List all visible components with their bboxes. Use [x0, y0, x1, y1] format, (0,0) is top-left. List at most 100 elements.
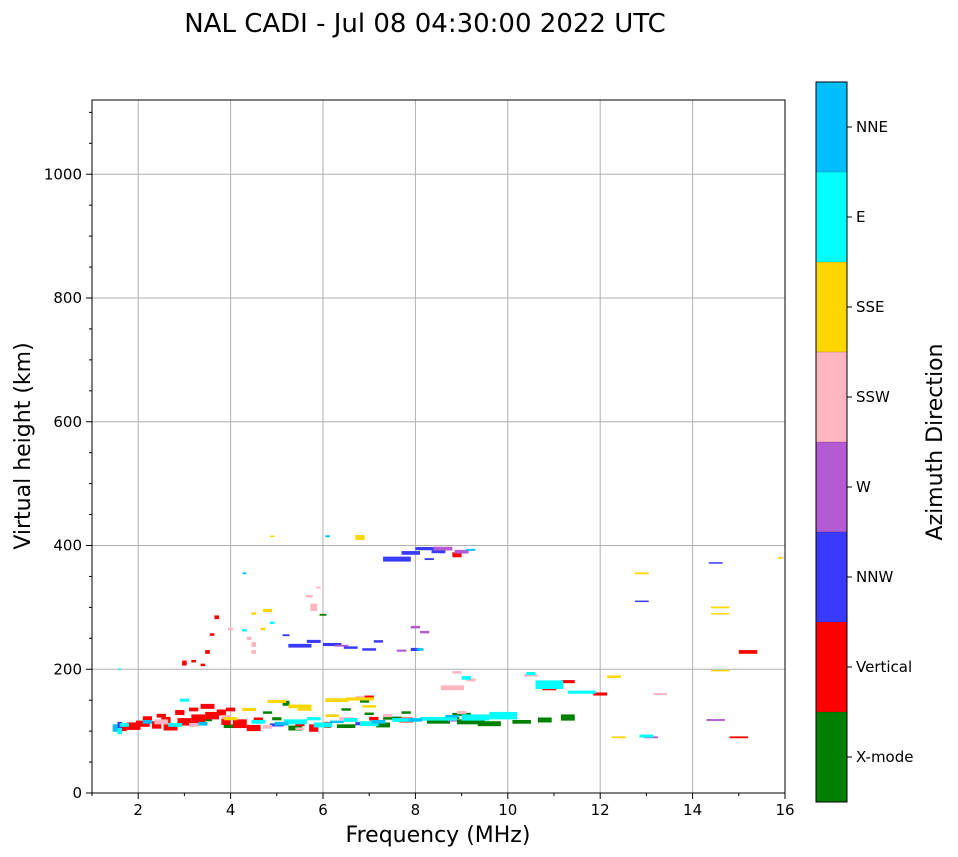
x-axis-ticks: 2 4 6 8 10 12 14 16	[91, 793, 795, 819]
echo-point	[383, 556, 411, 562]
echo-point	[362, 648, 377, 651]
echo-point	[272, 717, 282, 721]
echo-point	[221, 718, 231, 725]
echo-point	[306, 639, 321, 643]
echo-point	[359, 700, 370, 703]
echo-point	[433, 546, 453, 551]
echo-point	[205, 711, 220, 720]
echo-point	[343, 718, 358, 722]
echo-point	[456, 719, 485, 725]
echo-point	[267, 699, 287, 703]
echo-point	[200, 703, 215, 709]
echo-point	[274, 721, 289, 726]
y-tick-label: 600	[53, 413, 82, 431]
echo-point	[706, 719, 725, 721]
echo-point	[260, 627, 266, 631]
x-tick-label: 4	[226, 801, 236, 819]
echo-point	[251, 650, 257, 654]
y-axis-ticks: 0 200 400 600 800 1000	[44, 111, 92, 802]
echo-point	[295, 727, 305, 730]
echo-point	[376, 722, 390, 728]
echo-point	[228, 627, 233, 631]
echo-point	[323, 642, 342, 647]
colorbar-segment	[816, 82, 847, 172]
echo-point	[711, 606, 730, 609]
echo-point	[364, 712, 374, 716]
colorbar-tick-label: NNW	[856, 568, 893, 586]
series-vertical	[112, 552, 758, 739]
colorbar-frame	[815, 81, 848, 803]
colorbar-tick-label: NNE	[856, 118, 888, 136]
colorbar-label: Azimuth Direction	[923, 343, 948, 540]
colorbar-tick-label: W	[856, 478, 871, 496]
echo-point	[452, 712, 471, 716]
echo-point	[126, 722, 141, 730]
echo-point	[461, 714, 490, 721]
echo-point	[477, 721, 501, 727]
series-e	[117, 621, 654, 738]
echo-point	[410, 625, 421, 629]
chart-title: NAL CADI - Jul 08 04:30:00 2022 UTC	[184, 9, 666, 39]
echo-point	[355, 696, 365, 699]
series-nnw	[117, 547, 723, 729]
y-tick-label: 800	[53, 289, 82, 307]
echo-point	[118, 668, 121, 671]
echo-point	[288, 704, 312, 709]
echo-point	[634, 572, 649, 575]
colorbar-segment	[816, 262, 847, 352]
colorbar-segment	[816, 712, 847, 802]
x-tick-label: 14	[683, 801, 702, 819]
echo-point	[729, 736, 749, 739]
echo-point	[416, 648, 424, 651]
echo-point	[708, 562, 723, 564]
x-tick-label: 2	[133, 801, 143, 819]
echo-point	[401, 711, 411, 714]
echo-point	[456, 711, 467, 715]
echo-point	[282, 634, 290, 637]
echo-point	[189, 707, 199, 712]
echo-point	[154, 719, 169, 725]
colorbar-tick-label: Vertical	[856, 658, 912, 676]
plot-frame	[91, 99, 786, 794]
series-x-mode	[202, 547, 575, 731]
echo-point	[225, 707, 236, 712]
echo-point	[246, 724, 261, 732]
echo-point	[607, 675, 621, 678]
series-sse	[223, 534, 783, 739]
echo-point	[269, 535, 275, 538]
echo-point	[466, 548, 476, 551]
colorbar-segment	[816, 172, 847, 262]
echo-point	[177, 718, 192, 726]
echo-point	[329, 720, 344, 724]
echo-point	[251, 642, 257, 647]
echo-point	[205, 650, 210, 654]
echo-point	[313, 722, 333, 728]
echo-point	[489, 711, 518, 720]
echo-point	[288, 643, 312, 648]
echo-point	[179, 698, 190, 702]
echo-point	[396, 649, 407, 652]
echo-point	[334, 644, 349, 647]
y-tick-label: 200	[53, 660, 82, 678]
y-tick-label: 400	[53, 537, 82, 555]
echo-point	[119, 723, 129, 727]
echo-point	[454, 549, 469, 554]
echo-point	[452, 552, 462, 558]
echo-point	[383, 714, 393, 718]
colorbar-tick-label: SSW	[856, 388, 890, 406]
echo-point	[305, 595, 313, 598]
echo-point	[117, 728, 123, 735]
echo-point	[202, 718, 213, 722]
echo-point	[316, 586, 321, 589]
echo-point	[251, 612, 257, 615]
echo-point	[310, 603, 318, 612]
colorbar-segment	[816, 442, 847, 532]
echo-point	[371, 719, 386, 724]
echo-point	[452, 671, 462, 674]
echo-point	[639, 734, 654, 738]
colorbar-tick-label: SSE	[856, 298, 885, 316]
echo-point	[711, 612, 730, 615]
echo-point	[369, 716, 379, 721]
echo-point	[343, 646, 358, 649]
y-axis-label: Virtual height (km)	[11, 342, 36, 549]
